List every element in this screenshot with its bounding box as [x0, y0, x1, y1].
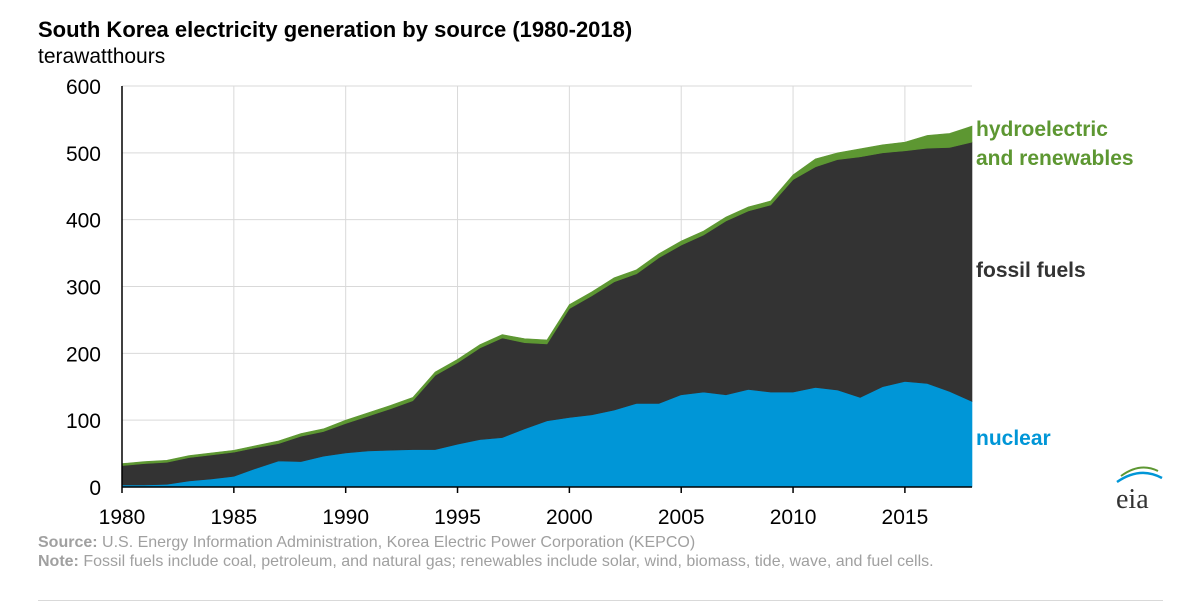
y-tick-label-200: 200	[66, 343, 101, 366]
label-fossil-fuels: fossil fuels	[976, 259, 1086, 282]
y-tick-label-300: 300	[66, 277, 101, 300]
x-tick-label-1985: 1985	[210, 506, 257, 529]
x-tick-label-2005: 2005	[658, 506, 705, 529]
x-axis-ticks: 1980 1985 1990 1995 2000 2005 2010 2015	[99, 487, 929, 529]
chart-title: South Korea electricity generation by so…	[38, 17, 632, 42]
stacked-areas	[121, 125, 973, 488]
label-nuclear: nuclear	[976, 427, 1051, 450]
bottom-rule	[38, 600, 1163, 601]
note-label: Note:	[38, 553, 79, 570]
y-tick-label-0: 0	[89, 477, 101, 500]
eia-logo: eia	[1116, 466, 1163, 515]
y-tick-label-600: 600	[66, 76, 101, 99]
y-tick-label-100: 100	[66, 410, 101, 433]
x-tick-label-1990: 1990	[322, 506, 369, 529]
x-tick-label-2010: 2010	[770, 506, 817, 529]
area-hydroelectric-and-renewables	[121, 125, 973, 466]
x-tick-label-1995: 1995	[434, 506, 481, 529]
eia-logo-text: eia	[1116, 484, 1149, 515]
chart: South Korea electricity generation by so…	[38, 17, 1163, 529]
source-label: Source:	[38, 534, 98, 551]
source-text: U.S. Energy Information Administration, …	[97, 534, 696, 551]
x-tick-label-2000: 2000	[546, 506, 593, 529]
y-axis-ticks: 0 100 200 300 400 500 600	[66, 76, 101, 500]
x-tick-label-1980: 1980	[99, 506, 146, 529]
label-hydroelectric-line2: and renewables	[976, 147, 1134, 170]
source-line: Source: U.S. Energy Information Administ…	[38, 533, 1163, 552]
y-tick-label-500: 500	[66, 143, 101, 166]
x-tick-label-2015: 2015	[882, 506, 929, 529]
axes	[121, 86, 972, 488]
label-hydroelectric-line1: hydroelectric	[976, 118, 1108, 141]
chart-footer: Source: U.S. Energy Information Administ…	[38, 533, 1163, 571]
note-text: Fossil fuels include coal, petroleum, an…	[78, 553, 934, 570]
y-axis-unit-label: terawatthours	[38, 45, 165, 68]
y-tick-label-400: 400	[66, 210, 101, 233]
note-line: Note: Fossil fuels include coal, petrole…	[38, 552, 1163, 571]
